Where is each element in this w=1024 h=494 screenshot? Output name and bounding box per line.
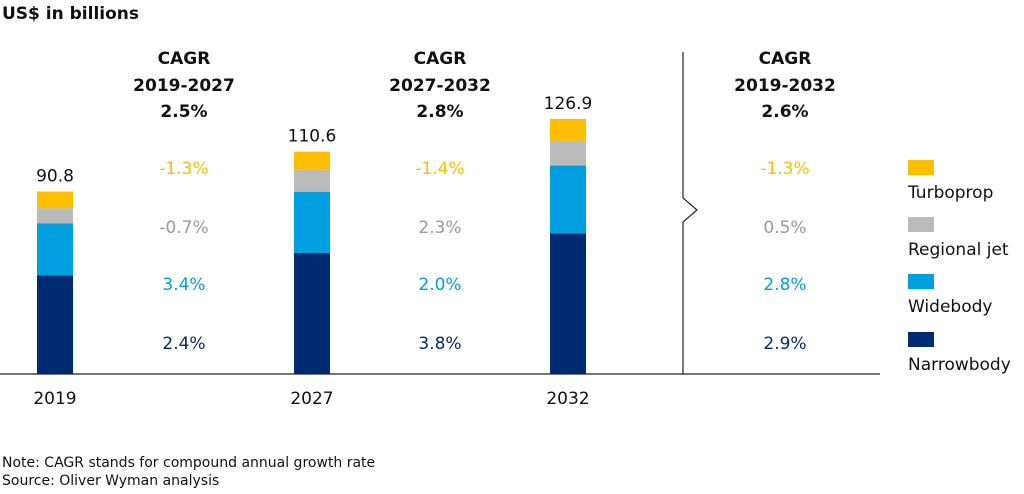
cagr-title: CAGR — [158, 49, 211, 69]
note-text: Note: CAGR stands for compound annual gr… — [2, 455, 376, 471]
cagr-total: 2.5% — [160, 102, 207, 122]
cagr-value-widebody: 3.4% — [162, 275, 205, 295]
legend-label-widebody: Widebody — [908, 297, 992, 317]
cagr-total: 2.6% — [761, 102, 808, 122]
legend-label-narrowbody: Narrowbody — [908, 355, 1011, 375]
bar-segment-regional-jet-2019 — [37, 208, 73, 224]
cagr-value-turboprop: -1.3% — [760, 159, 809, 179]
x-tick-label-2032: 2032 — [546, 389, 589, 409]
cagr-value-regional-jet: 0.5% — [763, 218, 806, 238]
legend-swatch-turboprop — [908, 160, 934, 175]
column-separator-line — [682, 52, 698, 374]
bar-segment-turboprop-2027 — [294, 151, 330, 170]
cagr-value-narrowbody: 3.8% — [418, 334, 461, 354]
cagr-period: 2027-2032 — [389, 76, 491, 96]
legend-label-regional-jet: Regional jet — [908, 240, 1009, 260]
total-label-2019: 90.8 — [36, 166, 74, 186]
cagr-value-regional-jet: -0.7% — [159, 218, 208, 238]
cagr-value-turboprop: -1.3% — [159, 159, 208, 179]
bar-segment-widebody-2032 — [550, 165, 586, 234]
bar-segment-turboprop-2032 — [550, 118, 586, 141]
total-label-2032: 126.9 — [544, 94, 593, 114]
cagr-period: 2019-2032 — [734, 76, 836, 96]
cagr-title: CAGR — [414, 49, 467, 69]
bar-segment-turboprop-2019 — [37, 191, 73, 209]
cagr-total: 2.8% — [416, 102, 463, 122]
cagr-value-narrowbody: 2.4% — [162, 334, 205, 354]
cagr-value-regional-jet: 2.3% — [418, 218, 461, 238]
cagr-value-widebody: 2.8% — [763, 275, 806, 295]
legend-swatch-widebody — [908, 274, 934, 289]
cagr-value-turboprop: -1.4% — [415, 159, 464, 179]
bar-segment-regional-jet-2027 — [294, 169, 330, 192]
bar-segment-narrowbody-2032 — [550, 233, 586, 374]
cagr-value-narrowbody: 2.9% — [763, 334, 806, 354]
cagr-value-widebody: 2.0% — [418, 275, 461, 295]
bar-segment-widebody-2019 — [37, 223, 73, 276]
legend-swatch-regional-jet — [908, 217, 934, 232]
bar-segment-narrowbody-2019 — [37, 275, 73, 374]
total-label-2027: 110.6 — [288, 127, 337, 147]
bar-segment-regional-jet-2032 — [550, 140, 586, 166]
x-tick-label-2019: 2019 — [33, 389, 76, 409]
x-tick-label-2027: 2027 — [290, 389, 333, 409]
source-text: Source: Oliver Wyman analysis — [2, 473, 220, 489]
bar-segment-widebody-2027 — [294, 191, 330, 253]
legend-swatch-narrowbody — [908, 332, 934, 347]
legend-label-turboprop: Turboprop — [907, 183, 993, 203]
unit-label: US$ in billions — [2, 4, 140, 24]
cagr-title: CAGR — [759, 49, 812, 69]
bar-segment-narrowbody-2027 — [294, 252, 330, 374]
stacked-bar-chart: 90.8 2019 110.6 2027 126.9 2032 CAGR 2019-2027 2… — [0, 49, 1011, 409]
cagr-period: 2019-2027 — [133, 76, 235, 96]
